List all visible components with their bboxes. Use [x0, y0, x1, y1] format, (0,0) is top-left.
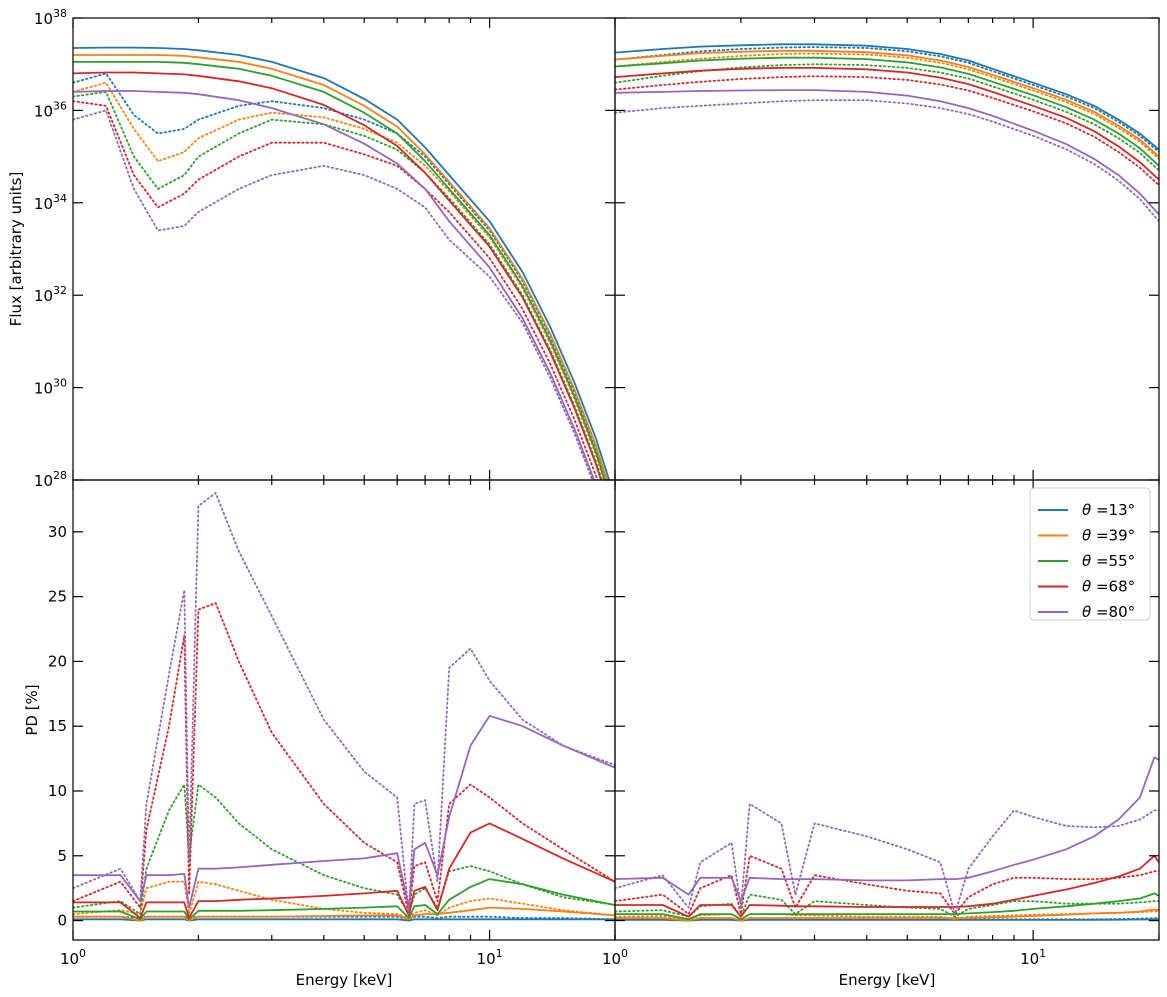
series-lines: [615, 756, 1159, 922]
series-line-13deg-dotted: [73, 915, 615, 921]
axes-frame: [614, 479, 1160, 941]
y-tick-label: 20: [48, 652, 67, 670]
legend: θ =13° θ =39° θ =55° θ =68° θ =80°: [1029, 487, 1151, 621]
x-tick-label: 100: [602, 947, 628, 968]
y-tick-label: 1032: [34, 284, 67, 305]
series-line-55deg-dotted: [73, 783, 615, 915]
series-line-55deg-solid: [73, 878, 615, 921]
series-line-13deg-dotted: [615, 46, 1159, 153]
series-line-39deg-solid: [615, 49, 1159, 158]
series-line-80deg-dotted: [73, 109, 594, 480]
series-line-80deg-solid: [73, 90, 596, 480]
y-axis-label-flux: Flux [arbitrary units]: [7, 172, 25, 327]
legend-label: θ =55°: [1082, 552, 1135, 570]
series-line-68deg-solid: [73, 822, 615, 919]
series-line-80deg-dotted: [73, 492, 615, 915]
x-axis-label: Energy [keV]: [296, 971, 393, 989]
y-tick-label: 1030: [34, 377, 67, 398]
y-tick-label: 10: [48, 782, 67, 800]
series-line-80deg-solid: [73, 714, 615, 909]
series-line-13deg-solid: [73, 46, 611, 480]
panel-bottom-right: [614, 479, 1160, 941]
y-tick-label: 1038: [34, 7, 67, 28]
panel-top-left: [72, 17, 616, 481]
panels: [72, 17, 1160, 941]
y-tick-label: 30: [48, 523, 67, 541]
series-line-13deg-dotted: [615, 917, 1159, 921]
y-tick-label: 25: [48, 588, 67, 606]
legend-label: θ =80°: [1082, 603, 1135, 621]
legend-label: θ =39°: [1082, 527, 1135, 545]
series-lines: [73, 46, 611, 480]
series-line-39deg-dotted: [73, 81, 605, 480]
series-line-55deg-solid: [615, 892, 1159, 921]
series-line-68deg-solid: [73, 71, 602, 480]
series-line-39deg-solid: [73, 54, 608, 480]
series-line-13deg-dotted: [73, 72, 608, 480]
y-axis-label-pd: PD [%]: [23, 684, 41, 735]
x-tick-label: 100: [60, 947, 86, 968]
y-tick-label: 15: [48, 717, 67, 735]
series-line-68deg-dotted: [73, 602, 615, 915]
series-line-68deg-dotted: [615, 75, 1159, 187]
series-line-39deg-dotted: [615, 52, 1159, 160]
series-line-39deg-dotted: [73, 880, 615, 919]
y-tick-label: 0: [57, 912, 67, 930]
series-line-68deg-solid: [615, 854, 1159, 918]
y-tick-label: 5: [57, 847, 67, 865]
series-line-80deg-dotted: [615, 803, 1159, 915]
x-tick-label: 101: [477, 947, 503, 968]
series-lines: [615, 43, 1159, 223]
series-lines: [73, 492, 615, 922]
series-line-80deg-solid: [615, 89, 1159, 216]
series-line-13deg-solid: [615, 43, 1159, 151]
y-tick-label: 1028: [34, 469, 67, 490]
series-line-55deg-solid: [73, 61, 606, 480]
series-line-13deg-solid: [73, 918, 615, 922]
y-tick-label: 1034: [34, 192, 67, 213]
legend-label: θ =13°: [1082, 501, 1135, 519]
series-line-39deg-solid: [73, 906, 615, 922]
x-axis-label: Energy [keV]: [839, 971, 936, 989]
panel-bottom-left: [72, 479, 616, 941]
panel-top-right: [614, 17, 1160, 481]
legend-label: θ =68°: [1082, 578, 1135, 596]
series-line-80deg-solid: [615, 756, 1159, 902]
y-tick-label: 1036: [34, 99, 67, 120]
x-tick-label: 101: [1020, 947, 1046, 968]
series-line-68deg-solid: [615, 67, 1159, 181]
series-line-68deg-dotted: [73, 100, 599, 480]
series-line-55deg-dotted: [73, 91, 603, 480]
series-line-55deg-solid: [615, 56, 1159, 167]
series-line-80deg-dotted: [615, 99, 1159, 223]
